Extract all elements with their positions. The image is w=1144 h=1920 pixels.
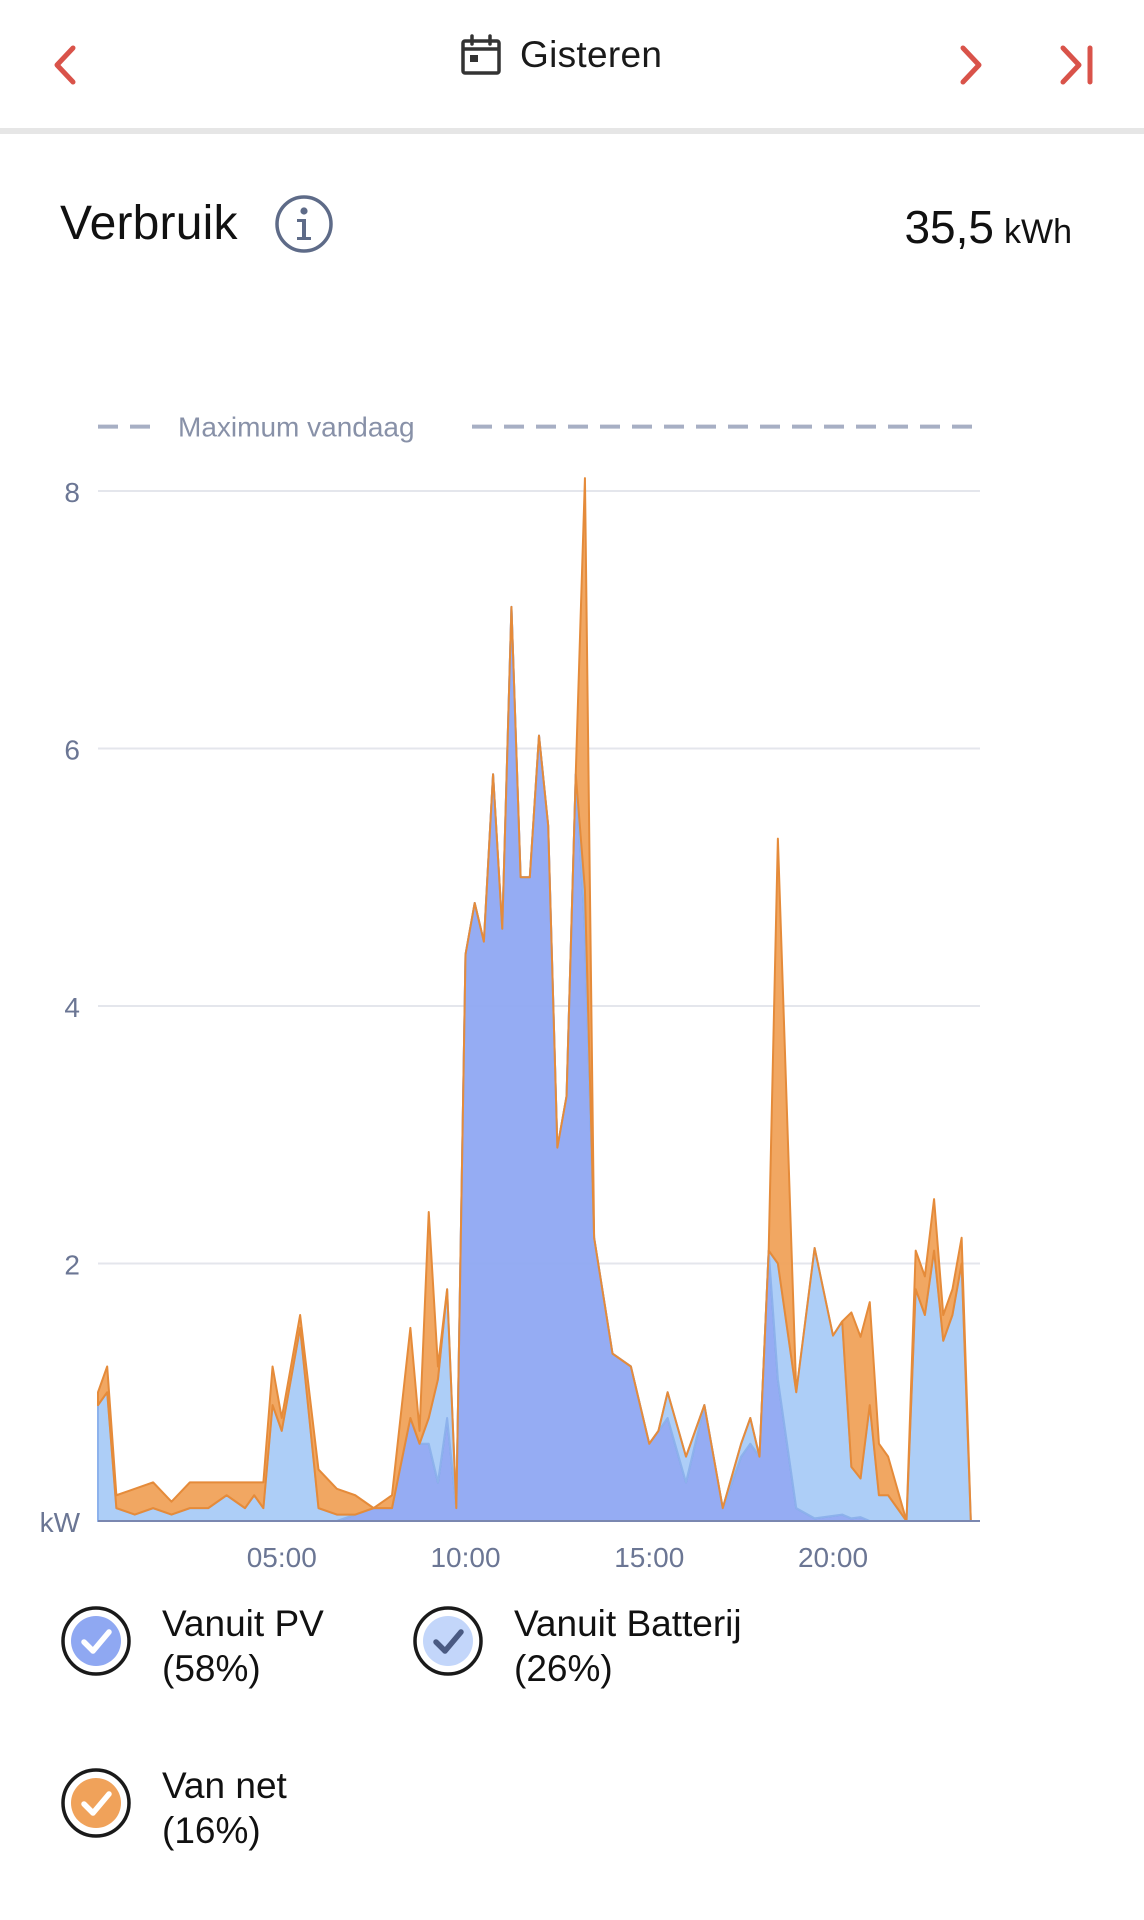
legend-name: Vanuit Batterij (514, 1603, 742, 1644)
header-divider (0, 128, 1144, 134)
checkmark-icon (61, 1768, 131, 1838)
y-tick-label: 6 (64, 735, 80, 766)
total-value: 35,5 (904, 201, 994, 253)
legend-label-grid: Van net (16%) (162, 1763, 287, 1853)
legend-label-pv: Vanuit PV (58%) (162, 1601, 324, 1691)
x-tick-label: 10:00 (430, 1542, 500, 1573)
skip-to-last-icon (1060, 45, 1093, 85)
calendar-icon (461, 34, 501, 75)
previous-day-button[interactable] (30, 30, 100, 100)
date-selector[interactable]: Gisteren (460, 30, 662, 80)
legend-item-battery[interactable]: Vanuit Batterij (26%) (412, 1603, 742, 1691)
last-day-button[interactable] (1042, 30, 1112, 100)
legend-name: Van net (162, 1765, 287, 1806)
reference-line-layer: Maximum vandaag (98, 412, 980, 443)
x-tick-label: 20:00 (798, 1542, 868, 1573)
legend-item-pv[interactable]: Vanuit PV (58%) (60, 1603, 324, 1691)
area-layer (97, 477, 972, 1522)
info-button[interactable] (272, 192, 336, 256)
top-bar: Gisteren (0, 0, 1144, 128)
legend-percent: (16%) (162, 1810, 261, 1851)
chart-svg: Maximum vandaag kW 2 4 6 8 05:00 10:00 15:00 20:… (40, 412, 980, 1573)
reference-line-label: Maximum vandaag (178, 412, 415, 443)
date-label-text: Gisteren (520, 34, 663, 75)
checkmark-icon (413, 1606, 483, 1676)
chevron-left-icon (54, 45, 76, 85)
y-tick-label: kW (40, 1507, 81, 1538)
legend-percent: (26%) (514, 1648, 613, 1689)
summary-row: Verbruik 35,5 kWh (60, 192, 1084, 262)
legend-label-battery: Vanuit Batterij (26%) (514, 1601, 742, 1691)
total-unit: kWh (1004, 213, 1072, 251)
y-tick-label: 8 (64, 477, 80, 508)
consumption-chart: Maximum vandaag kW 2 4 6 8 05:00 10:00 15:00 20:… (0, 390, 1144, 1605)
series-area-2 (97, 477, 972, 1522)
chevron-right-icon (960, 45, 982, 85)
axis-layer: kW 2 4 6 8 05:00 10:00 15:00 20:00 (40, 477, 980, 1573)
legend-name: Vanuit PV (162, 1603, 324, 1644)
legend-item-grid[interactable]: Van net (16%) (60, 1765, 287, 1853)
x-tick-label: 05:00 (247, 1542, 317, 1573)
checkmark-icon (61, 1606, 131, 1676)
y-tick-label: 2 (64, 1250, 80, 1281)
info-icon (275, 195, 333, 253)
next-day-button[interactable] (936, 30, 1006, 100)
page-title: Verbruik (60, 197, 238, 250)
total-consumption: 35,5 kWh (904, 200, 1072, 254)
legend-percent: (58%) (162, 1648, 261, 1689)
x-tick-label: 15:00 (614, 1542, 684, 1573)
y-tick-label: 4 (64, 992, 80, 1023)
